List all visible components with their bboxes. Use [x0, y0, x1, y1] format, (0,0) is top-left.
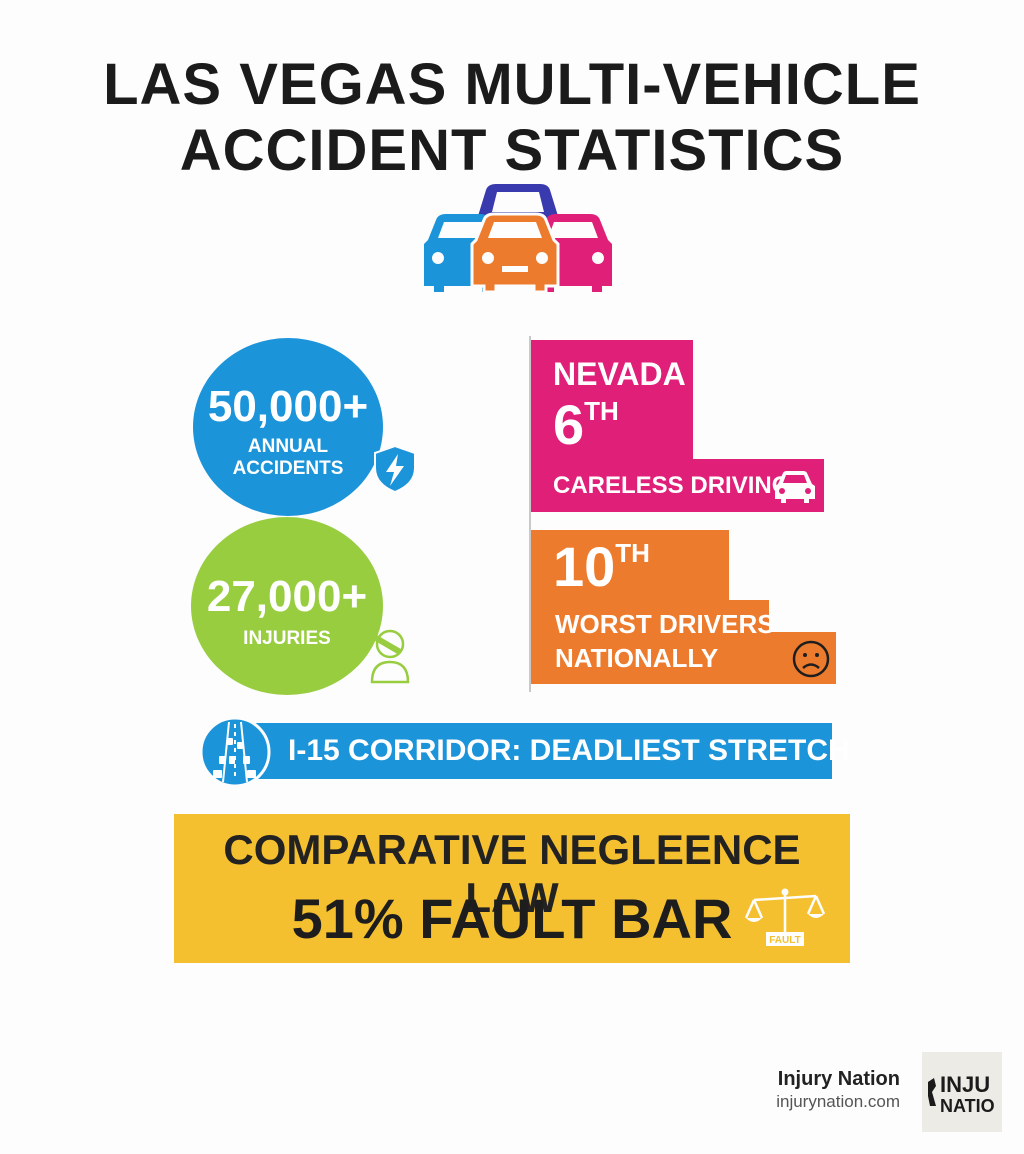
nevada-label: CARELESS DRIVING: [553, 472, 791, 499]
worst-rank-suffix: TH: [615, 538, 650, 568]
annual-accidents-value: 50,000+: [207, 382, 369, 431]
title-line-1: LAS VEGAS MULTI-VEHICLE: [103, 52, 921, 117]
i15-corridor-text: I-15 CORRIDOR: DEADLIEST STRETCH: [288, 734, 850, 767]
multi-car-icon: [424, 184, 612, 294]
logo-line-1: INJU: [940, 1072, 990, 1097]
injured-person-icon: [370, 629, 410, 684]
infographic-title: LAS VEGAS MULTI-VEHICLE ACCIDENT STATIST…: [0, 52, 1024, 184]
annual-accidents-label: ANNUAL ACCIDENTS: [232, 436, 344, 479]
sad-face-icon: [792, 640, 830, 678]
car-icon: [775, 471, 815, 503]
nevada-heading: NEVADA: [553, 356, 686, 392]
worst-rank: 10TH: [553, 534, 650, 599]
fault-label: FAULT: [769, 935, 800, 946]
annual-accidents-circle: 50,000+ ANNUAL ACCIDENTS: [193, 338, 383, 516]
injury-nation-logo: INJU NATIO: [922, 1052, 1002, 1132]
brand-url: injurynation.com: [776, 1092, 900, 1111]
nevada-rank-number: 6: [553, 393, 585, 456]
nevada-rank-suffix: TH: [584, 396, 619, 426]
brand-name: Injury Nation: [777, 1068, 900, 1090]
worst-label-line-2: NATIONALLY: [555, 643, 719, 673]
fault-bar-text: 51% FAULT BAR: [291, 887, 733, 950]
scales-icon: FAULT: [744, 888, 826, 946]
logo-line-2: NATIO: [940, 1096, 995, 1116]
nevada-rank: 6TH: [553, 392, 619, 457]
injuries-circle: 27,000+ INJURIES: [191, 517, 383, 695]
injuries-value: 27,000+: [206, 572, 368, 621]
divider-line: [529, 336, 531, 692]
i15-corridor-banner: [218, 723, 832, 779]
highway-icon: [199, 716, 271, 788]
worst-rank-number: 10: [553, 535, 616, 598]
injuries-label: INJURIES: [243, 628, 331, 649]
title-line-2: ACCIDENT STATISTICS: [179, 118, 845, 183]
shield-lightning-icon: [374, 444, 416, 494]
nevada-rank-block-step: [531, 459, 824, 512]
worst-label-line-1: WORST DRIVERS: [555, 609, 775, 639]
law-heading: COMPARATIVE NEGLEENCE LAW: [223, 826, 801, 921]
comparative-negligence-panel: [174, 814, 850, 963]
worst-drivers-block-step-2: [531, 632, 836, 684]
